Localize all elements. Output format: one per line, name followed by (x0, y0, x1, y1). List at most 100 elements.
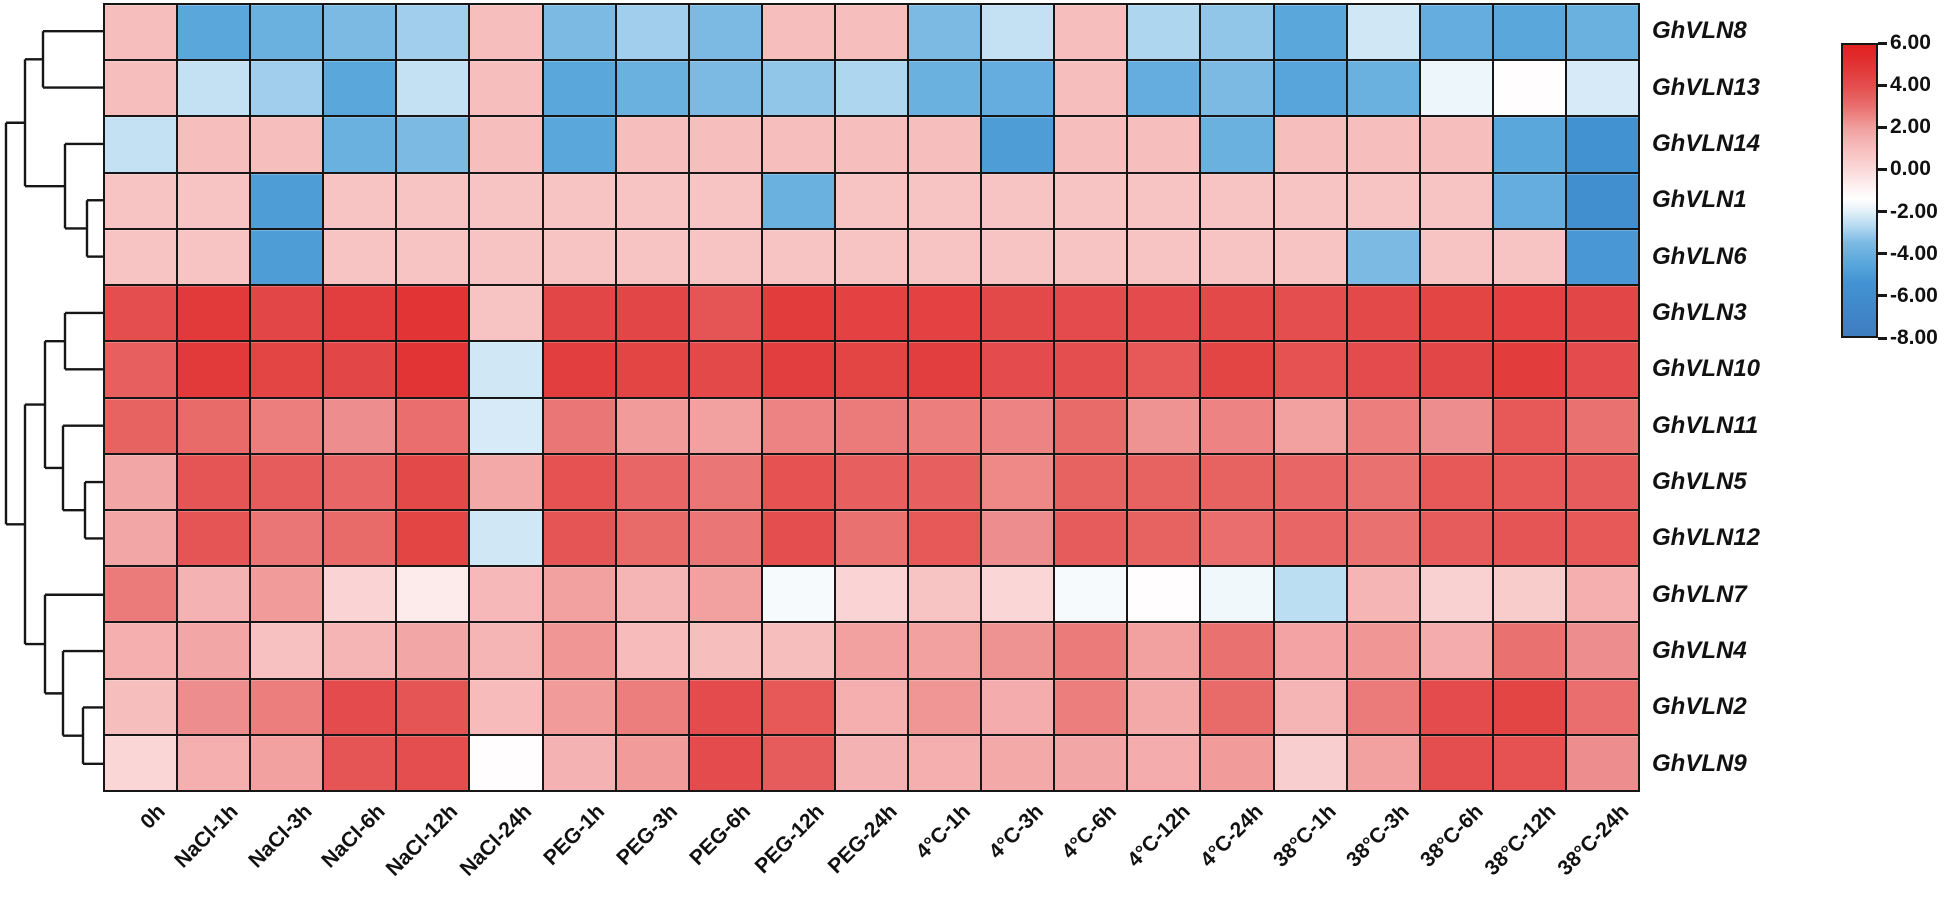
heatmap-cell (909, 567, 981, 622)
heatmap-cell (1347, 679, 1419, 734)
heatmap-cell (470, 623, 542, 678)
column-label: 38°C-1h (1269, 800, 1341, 872)
colorbar-tick (1878, 83, 1887, 87)
heatmap-cell (835, 398, 908, 453)
heatmap-cell (689, 286, 761, 341)
heatmap-cell (397, 623, 469, 678)
heatmap-cell (397, 735, 469, 790)
heatmap-cell (470, 5, 542, 60)
heatmap-cell (1420, 61, 1492, 116)
heatmap-cell (1128, 567, 1200, 622)
heatmap-cell (251, 623, 323, 678)
heatmap-cell (178, 229, 250, 285)
heatmap-cell (1493, 623, 1565, 678)
heatmap-cell (909, 61, 981, 116)
heatmap-cell (1493, 735, 1565, 790)
heatmap-cell (616, 5, 688, 60)
heatmap-cell (543, 623, 615, 678)
heatmap-cell (835, 342, 908, 397)
heatmap-cell (1347, 5, 1419, 60)
heatmap-cell (689, 229, 761, 285)
heatmap-cell (1055, 454, 1127, 509)
heatmap-cell (1128, 117, 1200, 172)
heatmap-cell (251, 173, 323, 228)
heatmap-cell (105, 5, 177, 60)
heatmap-cell (105, 623, 177, 678)
heatmap-cell (1420, 229, 1492, 285)
row-label: GhVLN2 (1652, 693, 1747, 721)
heatmap-cell (762, 510, 834, 566)
heatmap-cell (835, 679, 908, 734)
heatmap-cell (982, 286, 1054, 341)
column-label: NaCl-6h (317, 800, 390, 873)
heatmap-cell (324, 510, 396, 566)
heatmap-cell (543, 735, 615, 790)
heatmap-cell (1347, 567, 1419, 622)
heatmap-cell (982, 229, 1054, 285)
heatmap-cell (178, 286, 250, 341)
row-label: GhVLN13 (1652, 73, 1761, 101)
heatmap-cell (1128, 61, 1200, 116)
heatmap-cell (324, 735, 396, 790)
heatmap-cell (1128, 398, 1200, 453)
heatmap-cell (1055, 623, 1127, 678)
heatmap-cell (543, 454, 615, 509)
heatmap-cell (178, 679, 250, 734)
heatmap-cell (982, 679, 1054, 734)
heatmap-cell (982, 5, 1054, 60)
heatmap-cell (324, 61, 396, 116)
heatmap-cell (1420, 454, 1492, 509)
heatmap-cell (324, 454, 396, 509)
heatmap-cell (762, 623, 834, 678)
heatmap-cell (762, 173, 834, 228)
heatmap-cell (1347, 173, 1419, 228)
heatmap-cell (1128, 735, 1200, 790)
heatmap-cell (251, 735, 323, 790)
heatmap-cell (1055, 398, 1127, 453)
heatmap-cell (616, 735, 688, 790)
column-label: PEG-24h (823, 800, 902, 879)
heatmap-cell (105, 61, 177, 116)
heatmap-cell (1347, 735, 1419, 790)
column-label: NaCl-3h (243, 800, 317, 873)
heatmap-cell (397, 117, 469, 172)
heatmap-cell (982, 117, 1054, 172)
heatmap-cell (470, 342, 542, 397)
heatmap-cell (1201, 173, 1273, 228)
heatmap-cell (543, 679, 615, 734)
column-label: 4°C-1h (911, 800, 975, 864)
heatmap-cell (105, 117, 177, 172)
heatmap-cell (178, 454, 250, 509)
heatmap-cell (178, 61, 250, 116)
heatmap-cell (105, 735, 177, 790)
heatmap-cell (397, 5, 469, 60)
heatmap-cell (1493, 679, 1565, 734)
heatmap-cell (1493, 567, 1565, 622)
heatmap-cell (616, 342, 688, 397)
heatmap-cell (105, 398, 177, 453)
heatmap-cell (1128, 342, 1200, 397)
row-label: GhVLN14 (1652, 129, 1761, 157)
heatmap-cell (470, 229, 542, 285)
heatmap-cell (543, 398, 615, 453)
heatmap-cell (1493, 117, 1565, 172)
heatmap-cell (1055, 567, 1127, 622)
column-label: 4°C-3h (984, 800, 1049, 864)
heatmap-cell (1055, 510, 1127, 566)
heatmap-cell (251, 510, 323, 566)
heatmap-cell (835, 229, 908, 285)
heatmap-cell (1274, 398, 1346, 453)
heatmap-cell (616, 229, 688, 285)
heatmap-cell (105, 173, 177, 228)
heatmap-cell (470, 735, 542, 790)
heatmap-cell (543, 286, 615, 341)
heatmap-cell (1566, 398, 1638, 453)
heatmap-cell (616, 623, 688, 678)
heatmap-cell (324, 398, 396, 453)
heatmap-cell (397, 229, 469, 285)
colorbar-tick-label: -4.00 (1890, 241, 1938, 265)
heatmap-cell (1128, 623, 1200, 678)
heatmap-cell (762, 229, 834, 285)
heatmap-cell (1566, 286, 1638, 341)
